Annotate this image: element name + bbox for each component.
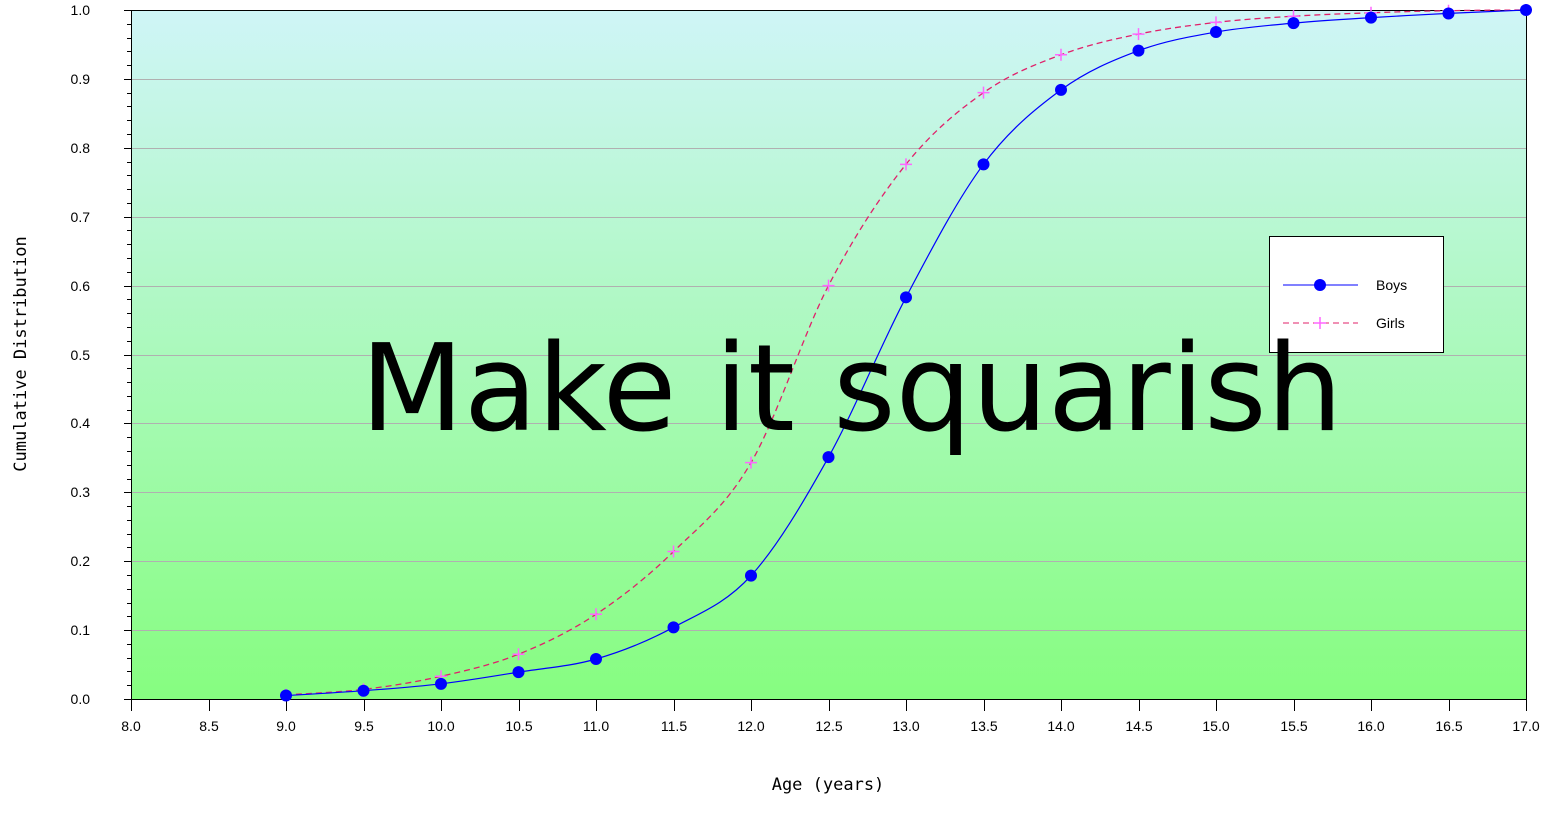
x-tick-label: 9.0 [276,718,296,734]
legend: Boys Girls [1269,236,1444,353]
series-boys-point [745,569,757,582]
series-boys-point [512,666,525,679]
series-boys-point [590,653,602,666]
x-tick-label: 11.0 [583,718,609,734]
axes: 0.0 0.1 0.2 0.3 0.4 0.5 0.6 0.7 0.8 0.9 1.0 8.0 8.5 9… [71,2,1540,734]
x-tick-label: 16.0 [1357,718,1384,734]
series-boys-point [357,684,370,697]
series-boys-point [1442,7,1455,20]
x-tick-label: 12.5 [815,718,842,734]
x-tick-label: 9.5 [354,718,374,734]
series-boys-point [1210,26,1222,39]
y-tick-label: 0.0 [71,691,91,707]
series-girls-point [745,456,757,469]
legend-box [1269,236,1444,353]
series-girls-point [1132,28,1145,41]
series-boys [280,4,1532,702]
y-tick-label: 1.0 [71,2,91,18]
series-boys-point [900,291,912,304]
series-boys-point [1055,83,1067,96]
x-tick-label: 13.5 [970,718,997,734]
series-boys-point [280,689,292,702]
x-tick-label: 8.5 [199,718,219,734]
x-tick-label: 15.0 [1202,718,1229,734]
x-tick-label: 16.5 [1435,718,1462,734]
series-boys-point [822,451,835,464]
y-tick-label: 0.1 [71,622,91,638]
series-girls-point [667,545,680,558]
x-axis-title: Age (years) [772,775,885,795]
legend-boys-label: Boys [1376,277,1407,293]
x-tick-label: 12.0 [737,718,764,734]
series-boys-point [1287,17,1300,30]
plot-area [131,10,1526,699]
x-tick-label: 11.5 [661,718,687,734]
series-boys-point [667,621,680,634]
series-boys-point [1132,44,1145,57]
overlay-caption: Make it squarish [360,320,1343,459]
x-tick-label: 15.5 [1280,718,1307,734]
series-girls-point [822,279,835,292]
y-tick-label: 0.6 [71,278,91,294]
x-tick-label: 8.0 [121,718,141,734]
y-tick-label: 0.3 [71,484,91,500]
series-girls-point [512,648,525,661]
series-girls-point [977,86,990,99]
y-tick-label: 0.2 [71,553,91,569]
x-tick-label: 10.5 [505,718,532,734]
series-boys-point [1365,11,1377,24]
x-tick-label: 10.0 [427,718,454,734]
series-girls-point [590,608,602,621]
y-tick-label: 0.5 [71,347,91,363]
x-tick-label: 14.0 [1047,718,1074,734]
y-tick-label: 0.7 [71,209,91,225]
x-tick-label: 13.0 [892,718,919,734]
x-tick-label: 17.0 [1512,718,1539,734]
legend-boys-marker [1314,279,1326,291]
series [280,4,1532,702]
y-tick-label: 0.9 [71,71,91,87]
legend-girls-marker [1314,317,1326,329]
x-tick-label: 14.5 [1125,718,1152,734]
series-girls-point [900,158,912,171]
series-boys-point [977,158,990,171]
series-girls-line [285,9,1527,696]
y-tick-label: 0.8 [71,140,91,156]
legend-girls-label: Girls [1376,315,1405,331]
y-tick-label: 0.4 [71,415,91,431]
series-girls-point [1055,48,1067,61]
y-axis-title: Cumulative Distribution [11,236,31,471]
series-boys-point [435,677,447,690]
series-boys-point [1520,4,1532,16]
